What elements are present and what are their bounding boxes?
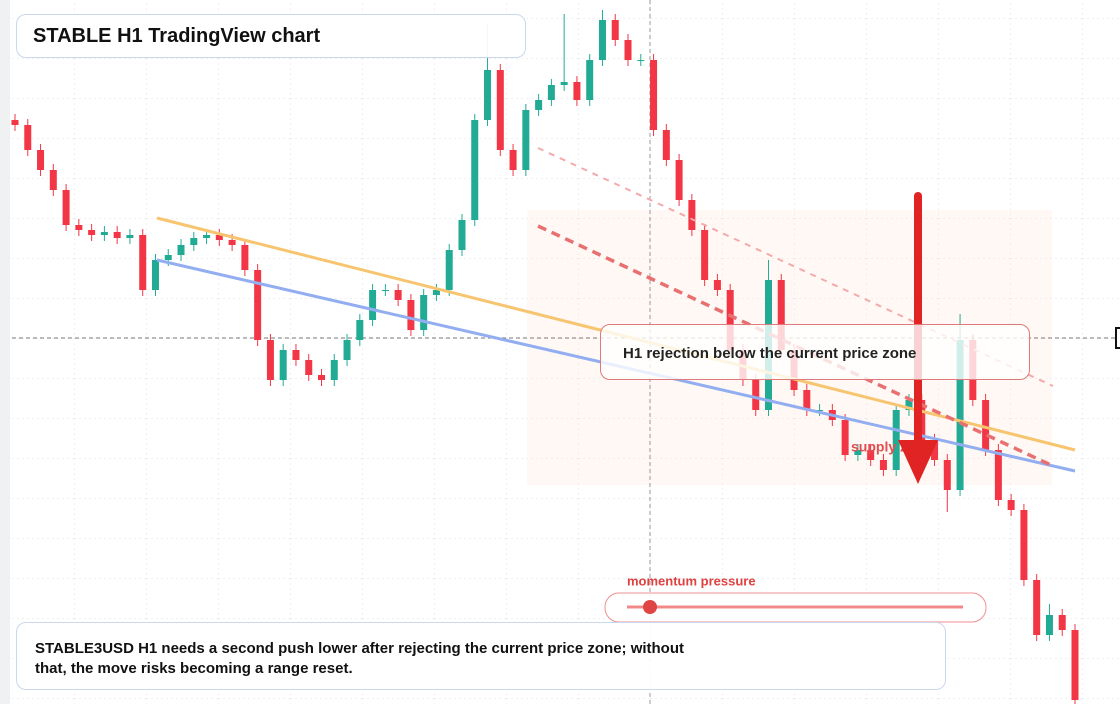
candle-body <box>854 450 862 455</box>
candle-body <box>867 450 875 460</box>
annotation-box: H1 rejection below the current price zon… <box>600 324 1030 380</box>
candle-body <box>879 460 887 470</box>
footer: STABLE3USD H1 needs a second push lower … <box>35 640 685 677</box>
candle-body <box>637 60 645 61</box>
candle-body <box>701 230 709 280</box>
candle-body <box>675 160 683 200</box>
candle-body <box>1071 630 1079 700</box>
candle-body <box>994 450 1002 500</box>
candle-body <box>1033 580 1041 635</box>
candle-body <box>369 290 377 320</box>
candle-body <box>381 290 389 291</box>
candle-body <box>177 245 185 255</box>
candle-body <box>598 20 606 60</box>
candle-body <box>215 235 223 240</box>
candle-body <box>943 460 951 490</box>
candle-body <box>931 440 939 460</box>
annotation: H1 rejection below the current price zon… <box>623 345 917 362</box>
candle-body <box>343 340 351 360</box>
candle-body <box>535 100 543 110</box>
candle-body <box>318 375 326 380</box>
left-strip <box>0 0 10 704</box>
candle-body <box>560 82 568 85</box>
candle-body <box>1058 615 1066 630</box>
candle-body <box>624 40 632 60</box>
candle-body <box>139 235 147 290</box>
candle-body <box>522 110 530 170</box>
candle-body <box>356 320 364 340</box>
candle-body <box>956 340 964 490</box>
candle-body <box>586 60 594 100</box>
candle-body <box>292 350 300 360</box>
candle-body <box>62 190 70 225</box>
candle-body <box>190 238 198 245</box>
candle-body <box>650 60 658 130</box>
candle-body <box>266 340 274 380</box>
candle-body <box>982 400 990 450</box>
candle-body <box>841 420 849 455</box>
candle-body <box>458 220 466 250</box>
candle-body <box>892 410 900 470</box>
candle-body <box>228 240 236 245</box>
candle-body <box>496 70 504 150</box>
candle-body <box>445 250 453 290</box>
candle-body <box>394 290 402 300</box>
candle-body <box>509 150 517 170</box>
candle-body <box>254 270 262 340</box>
price-marker <box>1115 327 1120 349</box>
trendline <box>537 224 1054 468</box>
candle-body <box>330 360 338 380</box>
candle-body <box>203 235 211 238</box>
candle-body <box>905 400 913 410</box>
candle-body <box>88 230 96 235</box>
candle-body <box>803 390 811 410</box>
candle-body <box>662 130 670 160</box>
candle-body <box>726 290 734 350</box>
candle-body <box>75 225 83 230</box>
candle-body <box>752 380 760 410</box>
candle-body <box>611 20 619 40</box>
candle-body <box>279 350 287 380</box>
title-box: STABLE H1 TradingView chart <box>16 14 526 58</box>
candle-body <box>407 300 415 330</box>
candle-body <box>432 290 440 295</box>
candle-body <box>484 70 492 120</box>
candle-body <box>100 232 108 235</box>
candle-body <box>1007 500 1015 510</box>
slider-knob[interactable] <box>643 600 657 614</box>
candle-body <box>713 280 721 290</box>
candle-body <box>49 170 57 190</box>
candle-body <box>816 410 824 411</box>
candle-body <box>1020 510 1028 580</box>
candle-body <box>420 295 428 330</box>
candle-body <box>24 125 32 150</box>
candle-body <box>471 120 479 220</box>
candle-body <box>11 120 19 125</box>
candle-body <box>688 200 696 230</box>
footer-box: STABLE3USD H1 needs a second push lower … <box>16 622 946 690</box>
candle-body <box>777 280 785 350</box>
slider-label: momentum pressure <box>627 573 756 588</box>
candle-body <box>573 82 581 100</box>
candle-body <box>151 260 159 290</box>
candle-body <box>126 235 134 238</box>
candle-body <box>305 360 313 375</box>
arrow-head <box>898 440 938 484</box>
candle-body <box>113 232 121 238</box>
candle-body <box>547 85 555 100</box>
candle-body <box>37 150 45 170</box>
title: STABLE H1 TradingView chart <box>33 25 321 47</box>
candle-body <box>164 255 172 260</box>
candle-body <box>1045 615 1053 635</box>
candle-body <box>241 245 249 270</box>
